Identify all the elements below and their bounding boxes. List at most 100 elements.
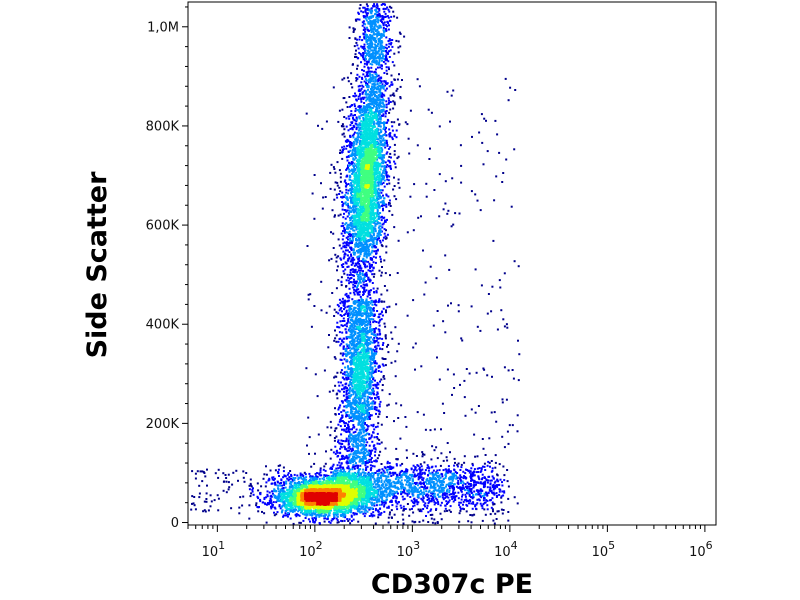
event-point — [424, 481, 427, 483]
event-point — [335, 517, 338, 520]
event-point — [201, 480, 204, 483]
event-point — [362, 73, 365, 76]
event-point — [451, 492, 454, 495]
event-point — [370, 98, 373, 101]
event-point — [366, 510, 369, 513]
event-point — [367, 93, 370, 96]
event-point — [468, 485, 471, 488]
event-point — [369, 315, 372, 317]
event-point — [357, 109, 360, 112]
event-point — [346, 266, 349, 268]
event-point — [472, 486, 475, 489]
event-point — [354, 281, 357, 284]
event-point — [343, 253, 346, 256]
event-point — [377, 513, 380, 516]
event-point — [362, 425, 365, 427]
event-point — [358, 456, 361, 459]
event-point — [380, 274, 383, 277]
event-point — [368, 393, 371, 395]
event-point — [414, 482, 416, 484]
event-point — [448, 499, 451, 502]
event-point — [389, 479, 392, 482]
event-point — [369, 267, 371, 269]
event-point — [391, 213, 394, 216]
event-point — [369, 28, 372, 31]
event-point — [364, 462, 367, 465]
event-point — [259, 492, 261, 495]
event-point — [476, 455, 479, 458]
event-point — [370, 89, 373, 92]
event-point — [326, 426, 329, 429]
event-point — [336, 397, 339, 400]
event-point — [356, 244, 359, 247]
event-point — [382, 181, 385, 184]
event-point — [383, 216, 386, 219]
event-point — [460, 498, 463, 501]
event-point — [348, 251, 351, 253]
event-point — [191, 495, 194, 498]
event-point — [432, 469, 435, 472]
event-point — [320, 309, 323, 312]
event-point — [300, 476, 302, 479]
event-point — [385, 57, 388, 60]
event-point — [416, 490, 419, 493]
event-point — [498, 483, 501, 486]
event-point — [375, 436, 378, 438]
event-point — [391, 61, 394, 64]
event-point — [352, 31, 355, 33]
event-point — [484, 482, 487, 485]
event-point — [434, 502, 437, 504]
event-point — [468, 487, 471, 490]
event-point — [369, 34, 372, 36]
event-point — [380, 503, 383, 506]
event-point — [374, 447, 377, 450]
event-point — [376, 83, 379, 86]
event-point — [364, 15, 367, 18]
event-point — [436, 356, 438, 359]
event-point — [391, 136, 394, 139]
event-point — [383, 85, 385, 88]
event-point — [369, 313, 372, 316]
event-point — [344, 514, 347, 517]
event-point — [343, 324, 346, 327]
event-point — [365, 84, 368, 86]
event-point — [342, 345, 345, 348]
event-point — [385, 56, 388, 58]
event-point — [458, 212, 461, 215]
event-point — [350, 416, 353, 419]
event-point — [311, 475, 314, 478]
event-point — [273, 496, 276, 499]
event-point — [356, 300, 359, 303]
event-point — [370, 336, 372, 339]
event-point — [342, 149, 344, 151]
event-point — [331, 292, 334, 294]
event-point — [256, 495, 259, 498]
event-point — [400, 476, 403, 479]
event-point — [379, 91, 382, 94]
event-point — [249, 495, 252, 498]
event-point — [350, 277, 353, 279]
event-point — [358, 117, 361, 120]
event-point — [361, 274, 364, 277]
event-point — [345, 175, 348, 178]
event-point — [490, 310, 493, 313]
event-point — [354, 37, 357, 40]
event-point — [363, 80, 366, 83]
event-point — [225, 480, 228, 483]
event-point — [228, 486, 231, 489]
event-point — [377, 184, 380, 187]
event-point — [385, 203, 387, 206]
event-point — [350, 188, 353, 191]
event-point — [355, 462, 357, 465]
event-point — [382, 209, 384, 212]
event-point — [374, 80, 377, 83]
event-point — [381, 223, 384, 226]
event-point — [386, 306, 389, 309]
event-point — [508, 424, 511, 427]
event-point — [395, 129, 398, 132]
event-point — [395, 303, 398, 306]
event-point — [339, 344, 342, 347]
event-point — [446, 459, 449, 462]
event-point — [333, 439, 336, 442]
event-point — [364, 28, 367, 31]
